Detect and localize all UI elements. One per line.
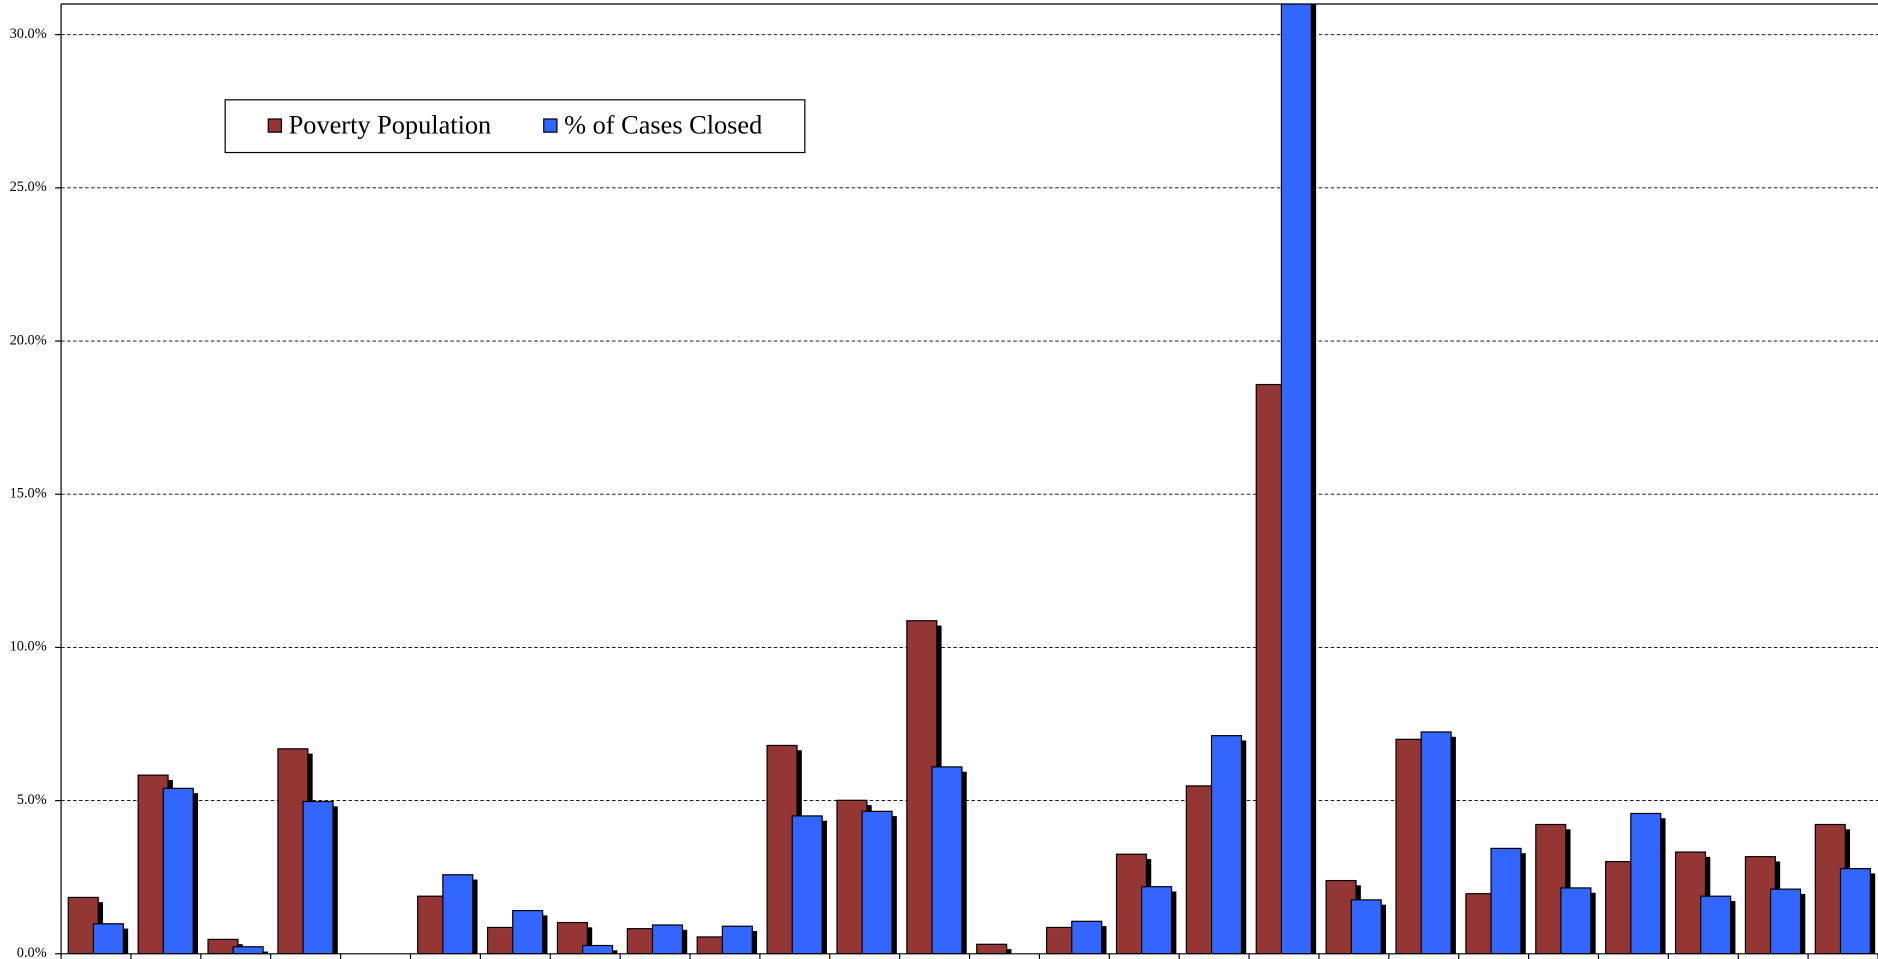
bar (1141, 886, 1173, 954)
bar (1560, 887, 1592, 954)
bar (1700, 895, 1732, 954)
bar (1210, 735, 1243, 954)
bar (651, 924, 684, 954)
bar (861, 810, 893, 954)
bar (1420, 731, 1452, 954)
bar (931, 766, 963, 954)
bar (1350, 899, 1382, 954)
legend-box (224, 99, 806, 154)
y-tick-label: 0.0% (17, 945, 47, 959)
bar (721, 925, 753, 954)
y-tick-label: 20.0% (10, 332, 47, 348)
bar (1490, 847, 1522, 954)
bar (92, 923, 124, 954)
legend-label: % of Cases Closed (564, 110, 762, 139)
bar (581, 944, 614, 954)
y-tick-label: 10.0% (10, 639, 47, 655)
bar (1839, 868, 1871, 954)
bar (1630, 812, 1662, 954)
legend-label: Poverty Population (289, 110, 492, 139)
bar (976, 943, 1008, 954)
legend-swatch (267, 118, 283, 133)
bar (512, 909, 544, 954)
legend-swatch (543, 118, 558, 133)
y-tick-label: 25.0% (10, 179, 47, 195)
bar (302, 800, 334, 954)
legend: Poverty Population % of Cases Closed (267, 110, 762, 139)
y-tick-label: 15.0% (10, 486, 47, 502)
bar (791, 815, 823, 954)
bar (1071, 920, 1103, 954)
bar (162, 787, 194, 954)
axes: 0.0% 5.0% 10.0% 15.0% 20.0% 25.0% 30.0% (10, 3, 1878, 959)
bar (1769, 888, 1802, 954)
grid (61, 34, 1878, 802)
bars (67, 4, 1876, 954)
y-tick-label: 5.0% (17, 792, 47, 808)
bar (442, 874, 474, 954)
bar (232, 946, 264, 954)
y-tick-label: 30.0% (10, 26, 47, 42)
bar (1280, 4, 1312, 954)
